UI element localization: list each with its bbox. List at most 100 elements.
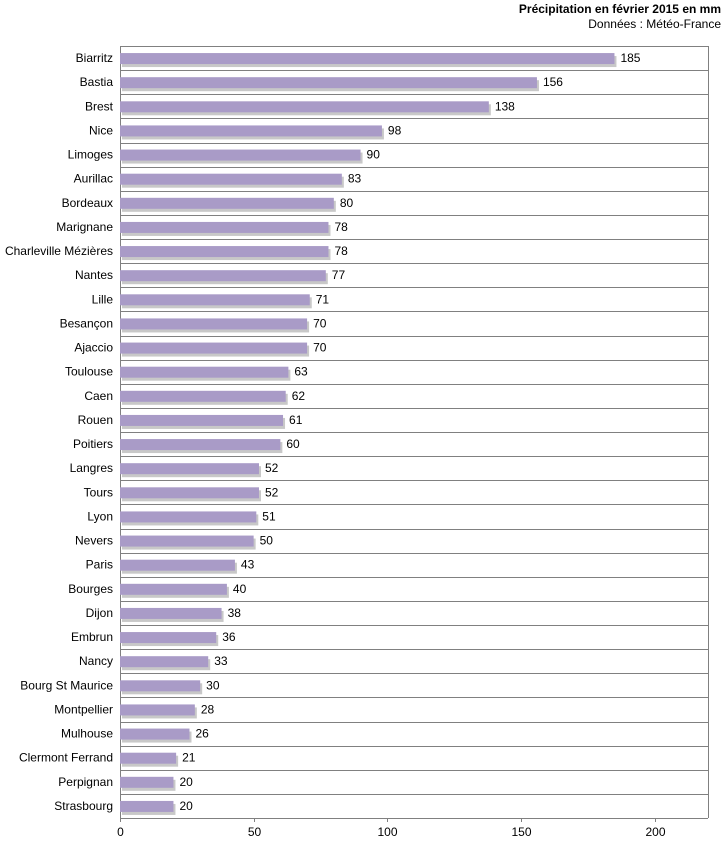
category-label: Dijon — [86, 606, 113, 620]
bar — [120, 366, 289, 378]
bar — [120, 270, 326, 282]
data-label: 28 — [201, 702, 215, 716]
category-label: Limoges — [68, 148, 113, 162]
bar — [120, 487, 259, 499]
data-label: 52 — [265, 461, 279, 475]
data-label: 40 — [233, 582, 247, 596]
data-label: 185 — [620, 51, 640, 65]
data-label: 21 — [182, 751, 196, 765]
data-label: 78 — [334, 220, 348, 234]
category-label: Perpignan — [58, 775, 113, 789]
data-label: 78 — [334, 244, 348, 258]
bar — [120, 728, 190, 740]
category-label: Nancy — [79, 654, 113, 668]
category-label: Aurillac — [74, 172, 113, 186]
bar — [120, 439, 281, 451]
data-label: 90 — [367, 148, 381, 162]
bar — [120, 583, 227, 595]
x-tick-label: 150 — [511, 825, 531, 839]
bar — [120, 342, 308, 354]
chart-source: Données : Météo-France — [588, 17, 721, 31]
data-label: 38 — [228, 606, 242, 620]
category-label: Ajaccio — [74, 341, 113, 355]
data-label: 51 — [262, 509, 276, 523]
data-label: 98 — [388, 123, 402, 137]
category-label: Charleville Mézières — [5, 244, 113, 258]
data-label: 20 — [179, 799, 193, 813]
chart-title: Précipitation en février 2015 en mm — [518, 2, 721, 16]
bar — [120, 800, 174, 812]
data-label: 62 — [292, 389, 306, 403]
category-label: Langres — [70, 461, 113, 475]
category-label: Bastia — [80, 75, 114, 89]
category-label: Bordeaux — [62, 196, 113, 210]
x-tick-label: 0 — [117, 825, 124, 839]
data-label: 61 — [289, 413, 303, 427]
data-label: 30 — [206, 678, 220, 692]
data-label: 33 — [214, 654, 228, 668]
category-label: Mulhouse — [61, 727, 113, 741]
x-tick-label: 200 — [645, 825, 665, 839]
category-label: Nice — [89, 123, 113, 137]
data-label: 156 — [543, 75, 563, 89]
bar — [120, 463, 259, 475]
bar — [120, 294, 310, 306]
bar — [120, 656, 209, 668]
bar — [120, 101, 489, 113]
category-label: Marignane — [56, 220, 113, 234]
data-label: 52 — [265, 485, 279, 499]
data-label: 138 — [495, 99, 515, 113]
category-label: Embrun — [71, 630, 113, 644]
data-label: 63 — [294, 365, 308, 379]
bar — [120, 776, 174, 788]
category-label: Nevers — [75, 534, 113, 548]
category-label: Lille — [92, 292, 114, 306]
bar — [120, 680, 201, 692]
category-label: Strasbourg — [54, 799, 113, 813]
category-label: Brest — [85, 99, 114, 113]
x-tick-label: 100 — [377, 825, 397, 839]
category-label: Nantes — [75, 268, 113, 282]
bar — [120, 173, 342, 185]
bar — [120, 149, 361, 161]
x-tick-label: 50 — [248, 825, 262, 839]
category-label: Bourg St Maurice — [20, 678, 113, 692]
category-label: Besançon — [60, 316, 113, 330]
data-label: 77 — [332, 268, 346, 282]
data-label: 43 — [241, 558, 255, 572]
data-label: 20 — [179, 775, 193, 789]
bar — [120, 511, 257, 523]
category-label: Montpellier — [54, 702, 113, 716]
data-label: 80 — [340, 196, 354, 210]
category-label: Biarritz — [76, 51, 113, 65]
category-label: Tours — [84, 485, 113, 499]
category-label: Poitiers — [73, 437, 113, 451]
bar — [120, 632, 217, 644]
bar — [120, 704, 195, 716]
data-label: 50 — [260, 534, 274, 548]
data-label: 71 — [316, 292, 330, 306]
bar — [120, 535, 254, 547]
data-label: 83 — [348, 172, 362, 186]
category-label: Caen — [84, 389, 113, 403]
category-label: Paris — [86, 558, 113, 572]
data-label: 60 — [286, 437, 300, 451]
data-label: 70 — [313, 341, 327, 355]
bar — [120, 390, 286, 402]
bar — [120, 607, 222, 619]
bar — [120, 414, 284, 426]
bar — [120, 221, 329, 233]
bar — [120, 77, 537, 89]
data-label: 26 — [195, 727, 209, 741]
bar — [120, 197, 334, 209]
bar — [120, 53, 615, 65]
category-label: Clermont Ferrand — [19, 751, 113, 765]
category-label: Rouen — [78, 413, 113, 427]
category-label: Toulouse — [65, 365, 113, 379]
data-label: 70 — [313, 316, 327, 330]
category-label: Lyon — [87, 509, 113, 523]
data-label: 36 — [222, 630, 236, 644]
bar — [120, 246, 329, 258]
bar — [120, 559, 235, 571]
